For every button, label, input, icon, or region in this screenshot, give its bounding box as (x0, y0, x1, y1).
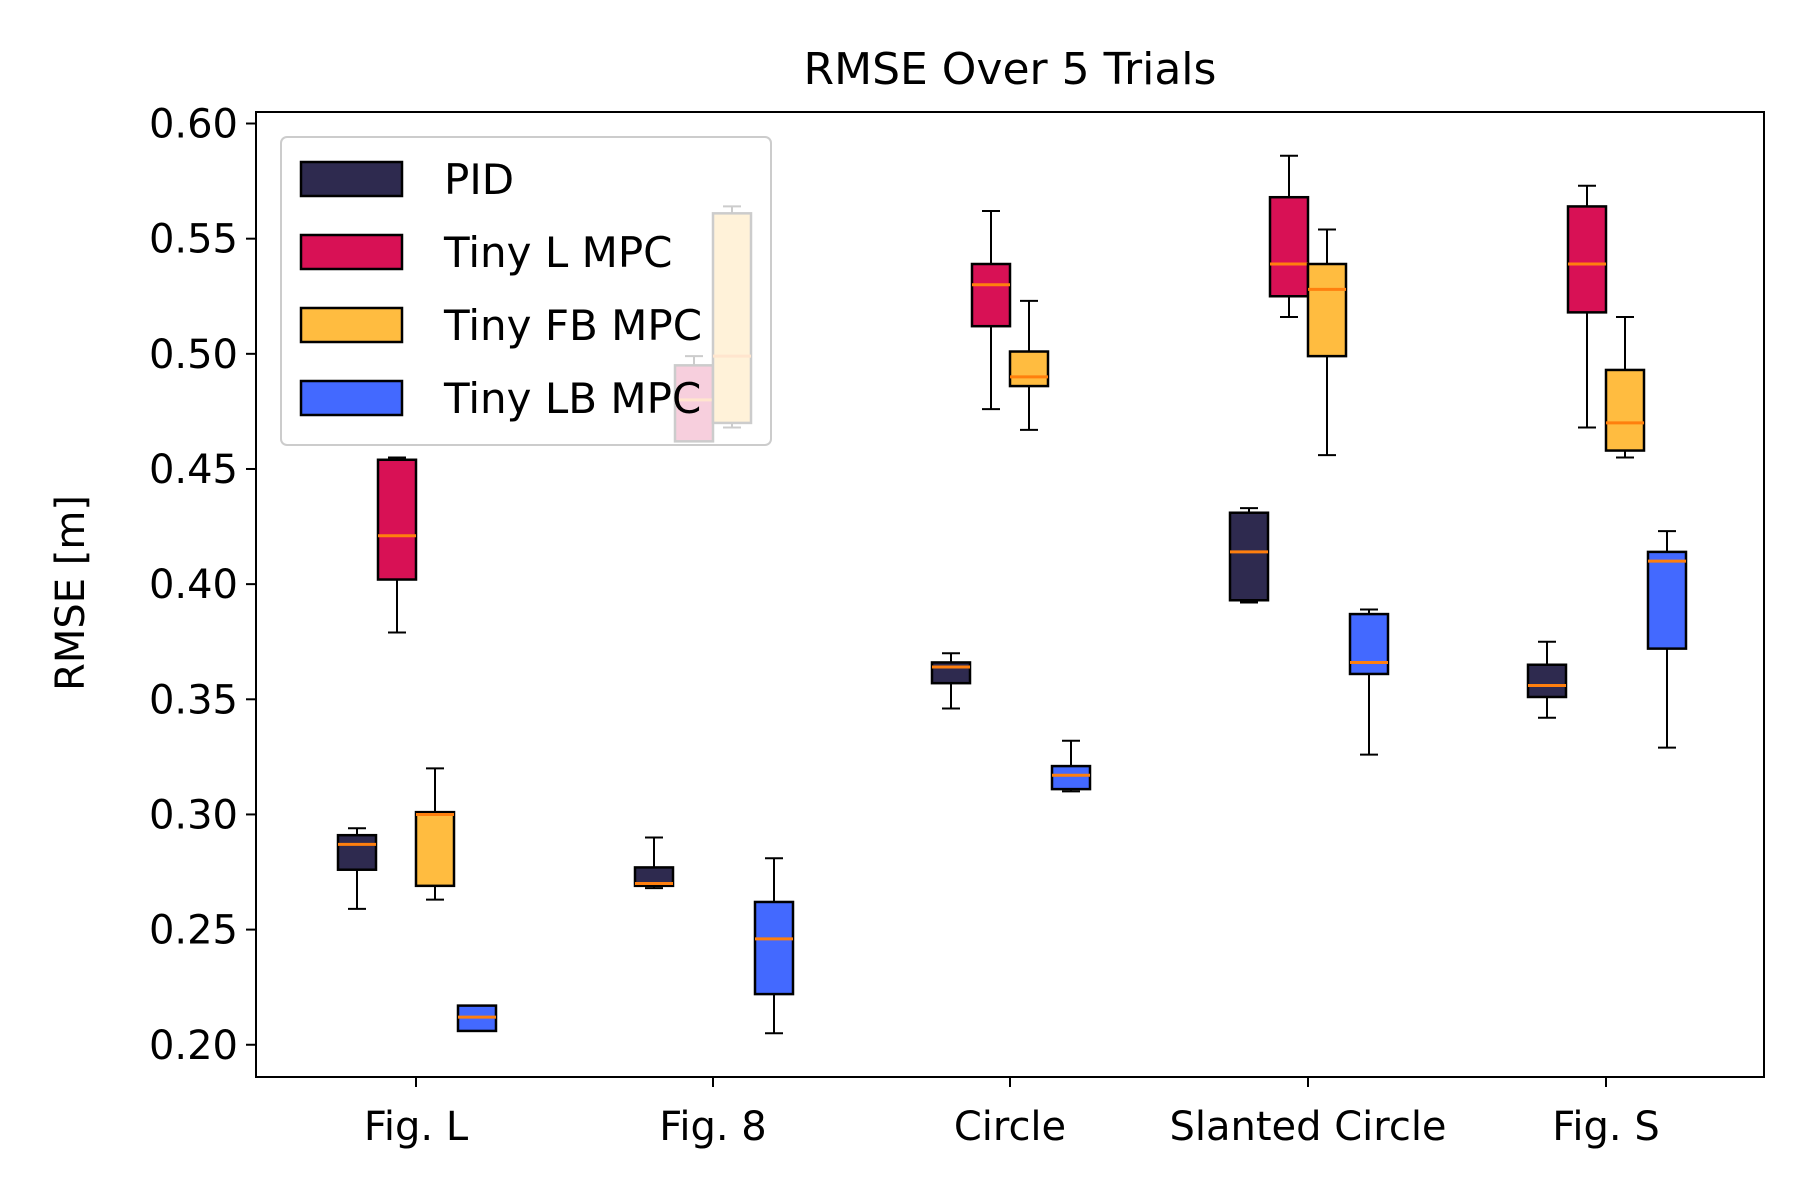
box-body (1008, 350, 1050, 388)
y-axis-ticks: 0.20 0.25 0.30 0.35 0.40 0.45 0.50 0.55 0.60 (149, 102, 256, 1069)
box-4-5 (1646, 530, 1688, 749)
box-body (1526, 663, 1568, 699)
y-tick-label: 0.30 (149, 792, 238, 838)
box-body (753, 900, 795, 996)
box-2-4 (1268, 154, 1310, 318)
box-body (1050, 764, 1092, 791)
box-body (1566, 205, 1608, 314)
legend-entry: Tiny LB MPC (299, 374, 701, 423)
box-4-1 (456, 1004, 498, 1033)
box-1-1 (336, 827, 378, 910)
x-tick-label: Fig. S (1552, 1104, 1659, 1150)
box-body (376, 458, 418, 581)
box-2-5 (1566, 184, 1608, 429)
box-body (970, 262, 1012, 328)
y-tick-label: 0.55 (149, 217, 238, 263)
legend-entry: PID (299, 155, 514, 204)
y-tick-label: 0.25 (149, 908, 238, 954)
box-3-5 (1604, 315, 1646, 459)
y-tick-label: 0.40 (149, 562, 238, 608)
box-1-2 (633, 836, 675, 890)
x-axis-ticks: Fig. L Fig. 8 Circle Slanted Circle Fig. S (364, 1077, 1660, 1150)
legend-swatch (299, 379, 404, 417)
legend-label: Tiny LB MPC (443, 374, 701, 423)
box-body (633, 866, 675, 888)
box-4-3 (1050, 739, 1092, 793)
y-tick-label: 0.35 (149, 677, 238, 723)
box-2-3 (970, 210, 1012, 411)
y-tick-label: 0.20 (149, 1023, 238, 1069)
box-4-4 (1348, 608, 1390, 756)
y-tick-label: 0.50 (149, 332, 238, 378)
box-1-4 (1228, 507, 1270, 604)
box-body (1604, 368, 1646, 452)
y-tick-label: 0.45 (149, 447, 238, 493)
plot-frame (255, 111, 1765, 1078)
chart-title: RMSE Over 5 Trials (804, 44, 1217, 95)
box-body (414, 810, 456, 888)
y-tick-label: 0.60 (149, 102, 238, 148)
legend-swatch (299, 233, 404, 271)
x-tick-label: Fig. 8 (659, 1104, 766, 1150)
box-body (336, 833, 378, 871)
box-1-5 (1526, 640, 1568, 719)
legend-swatch (299, 306, 404, 344)
x-tick-label: Circle (954, 1104, 1066, 1150)
legend-label: Tiny L MPC (443, 228, 673, 277)
box-body (1228, 511, 1270, 602)
box-1-3 (930, 652, 972, 710)
box-4-2 (753, 857, 795, 1035)
legend-swatch (299, 160, 404, 198)
box-body (1268, 195, 1310, 298)
box-3-3 (1008, 299, 1050, 431)
x-tick-label: Slanted Circle (1169, 1104, 1446, 1150)
legend-entry: Tiny L MPC (299, 228, 673, 277)
box-3-4 (1306, 228, 1348, 457)
legend: PID Tiny L MPC Tiny FB MPC Tiny LB MPC (280, 136, 772, 446)
box-body (1306, 262, 1348, 358)
box-3-1 (414, 767, 456, 901)
box-body (1646, 550, 1688, 650)
y-axis-label: RMSE [m] (48, 495, 94, 691)
legend-frame (280, 136, 772, 446)
x-tick-label: Fig. L (364, 1104, 469, 1150)
legend-label: PID (444, 155, 514, 204)
box-body (1348, 612, 1390, 676)
legend-label: Tiny FB MPC (443, 301, 702, 350)
legend-entry: Tiny FB MPC (299, 301, 702, 350)
box-2-1 (376, 456, 418, 634)
